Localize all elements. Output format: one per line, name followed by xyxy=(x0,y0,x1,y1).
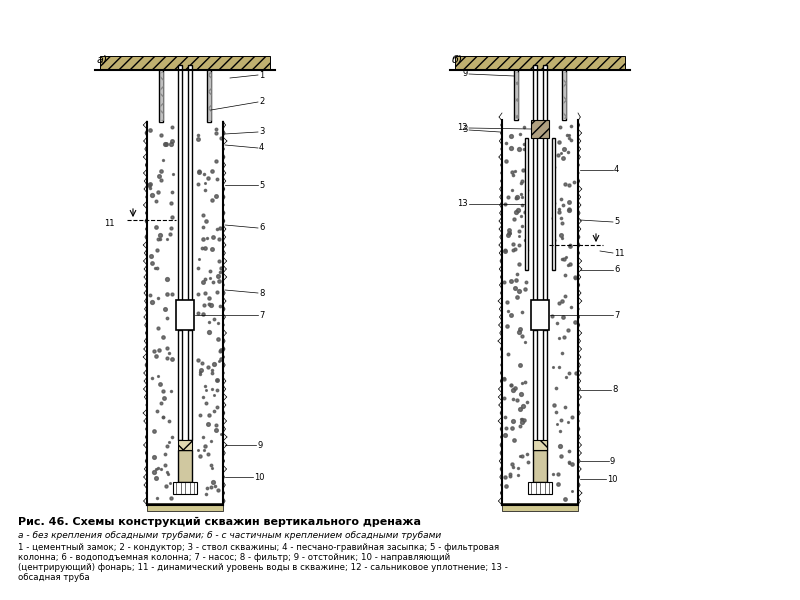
Text: 3: 3 xyxy=(462,125,468,134)
Text: 1 - цементный замок; 2 - кондуктор; 3 - ствол скважины; 4 - песчано-гравийная за: 1 - цементный замок; 2 - кондуктор; 3 - … xyxy=(18,543,499,552)
Text: 6: 6 xyxy=(614,265,619,275)
Text: 7: 7 xyxy=(259,311,264,319)
Bar xyxy=(533,440,547,450)
Bar xyxy=(514,72,518,118)
Bar xyxy=(502,503,578,511)
Bar xyxy=(178,65,182,300)
Text: 7: 7 xyxy=(614,311,619,319)
Text: обсадная труба: обсадная труба xyxy=(18,573,90,582)
Bar xyxy=(188,330,192,440)
Text: а - без крепления обсадными трубами; б - с частичным креплением обсадными трубам: а - без крепления обсадными трубами; б -… xyxy=(18,531,442,540)
Text: 5: 5 xyxy=(614,217,619,226)
Text: б): б) xyxy=(452,55,463,65)
Bar xyxy=(525,138,528,270)
Text: колонна; 6 - водоподъемная колонна; 7 - насос; 8 - фильтр; 9 - отстойник; 10 - н: колонна; 6 - водоподъемная колонна; 7 - … xyxy=(18,553,450,562)
Text: Рис. 46. Схемы конструкций скважин вертикального дренажа: Рис. 46. Схемы конструкций скважин верти… xyxy=(18,517,421,527)
Text: 12: 12 xyxy=(458,124,468,133)
Bar xyxy=(188,65,192,300)
Bar xyxy=(147,503,223,511)
Bar xyxy=(543,330,547,450)
Text: 4: 4 xyxy=(614,166,619,175)
Text: 2: 2 xyxy=(259,97,264,107)
Bar xyxy=(176,300,194,330)
Text: 10: 10 xyxy=(607,475,618,484)
Text: 11: 11 xyxy=(105,218,115,227)
Bar xyxy=(528,482,552,494)
Text: 3: 3 xyxy=(259,127,264,136)
Text: 8: 8 xyxy=(612,385,618,395)
Bar xyxy=(178,450,192,482)
Text: 9: 9 xyxy=(462,70,468,79)
Text: 1: 1 xyxy=(259,70,264,79)
Bar xyxy=(207,72,210,120)
Text: 10: 10 xyxy=(254,473,265,481)
Text: 6: 6 xyxy=(259,223,264,232)
Text: 11: 11 xyxy=(614,248,625,257)
Text: 4: 4 xyxy=(259,143,264,152)
Bar xyxy=(159,72,162,120)
Bar xyxy=(531,120,549,138)
Bar xyxy=(207,70,211,122)
Bar xyxy=(562,72,566,118)
Text: а): а) xyxy=(97,55,108,65)
Bar xyxy=(533,330,537,450)
Text: 8: 8 xyxy=(259,289,264,298)
Text: 9: 9 xyxy=(257,440,262,449)
Text: 13: 13 xyxy=(458,199,468,208)
Bar xyxy=(552,138,555,270)
Text: (центрирующий) фонарь; 11 - динамический уровень воды в скважине; 12 - сальников: (центрирующий) фонарь; 11 - динамический… xyxy=(18,563,508,572)
Bar xyxy=(514,70,518,120)
Bar xyxy=(531,300,549,330)
Bar xyxy=(543,65,547,300)
Bar xyxy=(159,70,163,122)
Text: 5: 5 xyxy=(259,181,264,190)
Bar xyxy=(100,56,270,70)
Bar xyxy=(455,56,625,70)
Bar xyxy=(533,450,547,482)
Bar xyxy=(178,330,182,440)
Bar xyxy=(178,440,192,450)
Text: 9: 9 xyxy=(610,457,615,466)
Bar xyxy=(562,70,566,120)
Bar xyxy=(533,65,537,300)
Bar xyxy=(173,482,197,494)
